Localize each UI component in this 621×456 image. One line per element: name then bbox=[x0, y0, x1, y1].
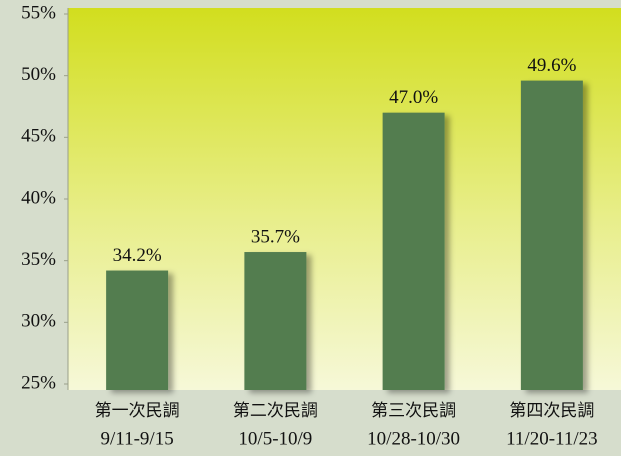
x-tick-label: 第四次民調 bbox=[509, 401, 594, 420]
x-tick-sublabel: 9/11-9/15 bbox=[101, 428, 174, 449]
bar bbox=[106, 270, 169, 390]
x-tick-sublabel: 10/28-10/30 bbox=[367, 428, 460, 449]
y-tick-label: 30% bbox=[21, 311, 56, 332]
bar bbox=[244, 252, 307, 390]
y-tick-label: 45% bbox=[21, 126, 56, 147]
value-label: 34.2% bbox=[113, 245, 162, 266]
x-tick-label: 第一次民調 bbox=[95, 401, 180, 420]
value-label: 35.7% bbox=[251, 226, 300, 247]
x-tick-sublabel: 10/5-10/9 bbox=[238, 428, 312, 449]
y-tick-label: 55% bbox=[21, 2, 56, 23]
value-label: 47.0% bbox=[389, 87, 438, 108]
bar bbox=[382, 112, 445, 391]
x-tick-label: 第三次民調 bbox=[371, 401, 456, 420]
y-tick-label: 35% bbox=[21, 249, 56, 270]
bar bbox=[520, 80, 583, 390]
x-tick-label: 第二次民調 bbox=[233, 401, 318, 420]
y-tick-label: 40% bbox=[21, 187, 56, 208]
y-tick-label: 25% bbox=[21, 372, 56, 393]
x-tick-sublabel: 11/20-11/23 bbox=[506, 428, 597, 449]
value-label: 49.6% bbox=[527, 55, 576, 76]
y-tick-label: 50% bbox=[21, 64, 56, 85]
